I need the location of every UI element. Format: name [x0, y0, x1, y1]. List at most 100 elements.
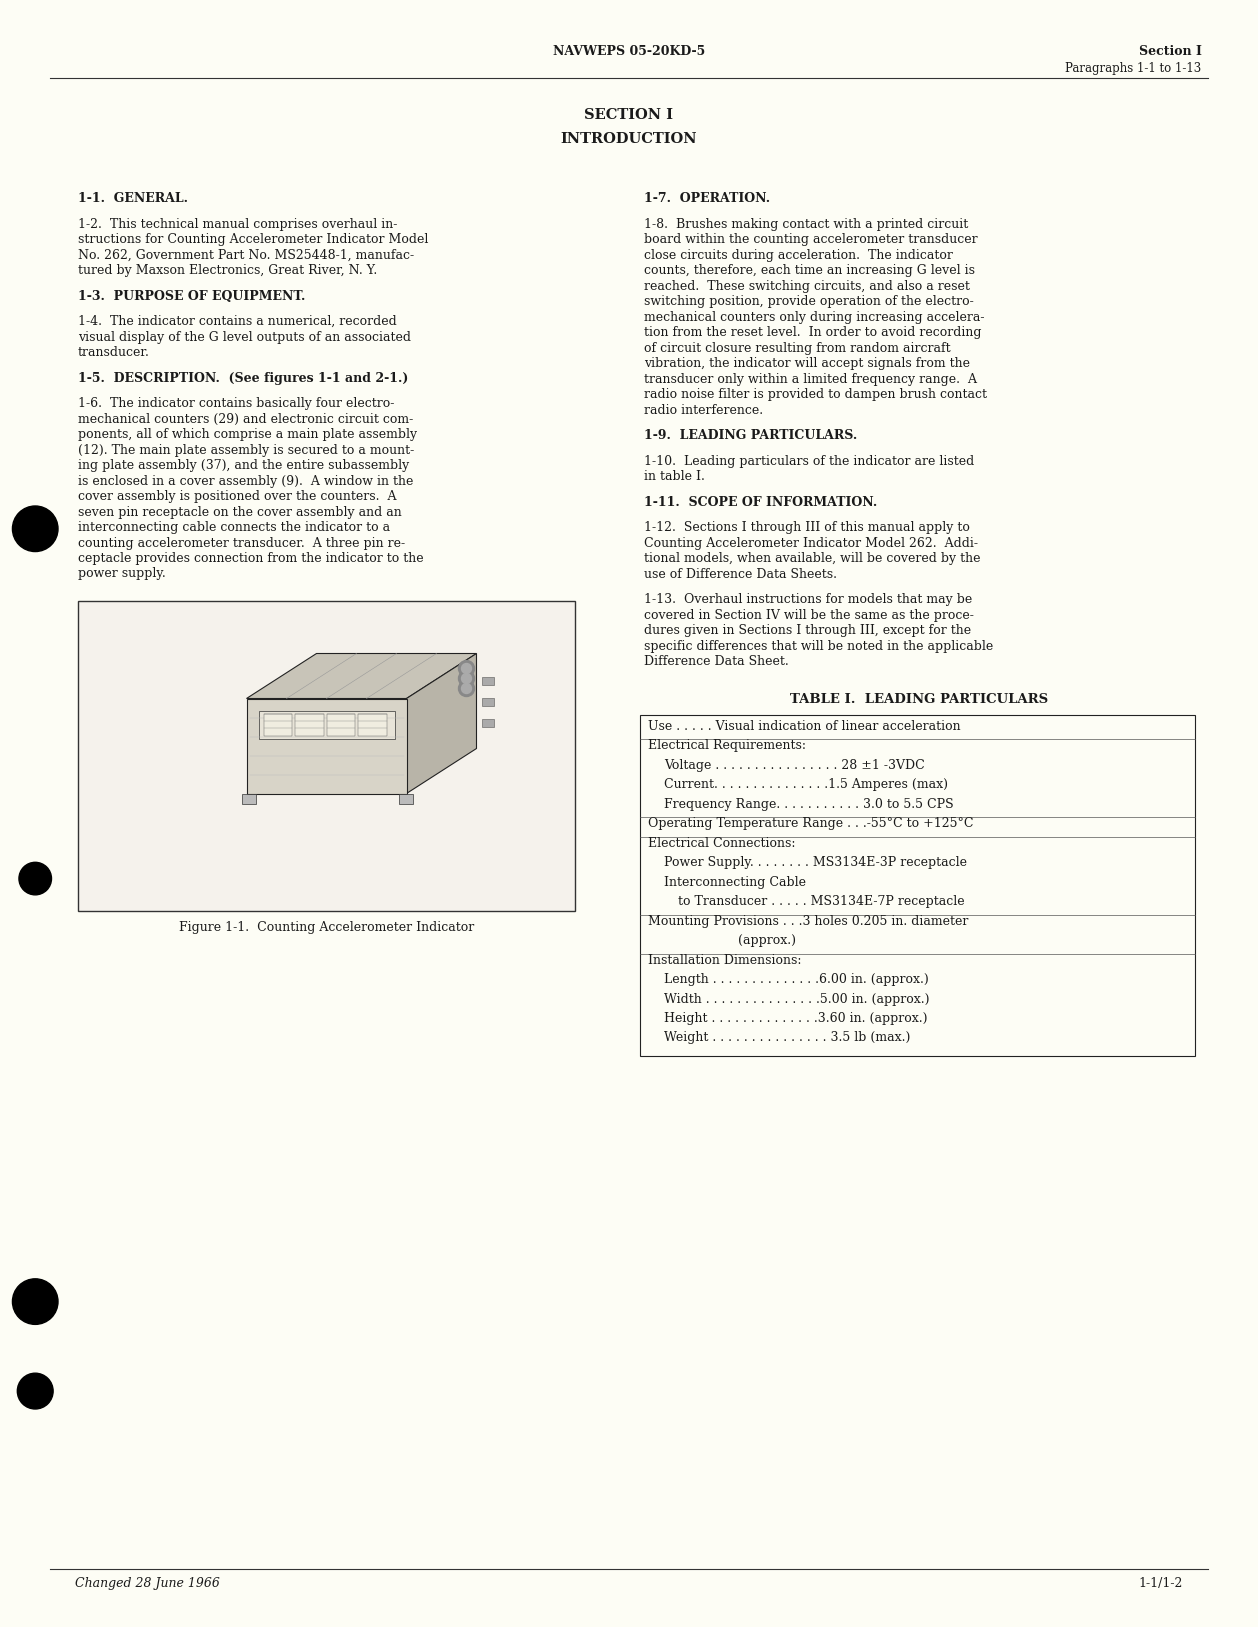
Bar — [78, 600, 575, 911]
Text: board within the counting accelerometer transducer: board within the counting accelerometer … — [644, 233, 977, 246]
Text: Operating Temperature Range . . .-55°C to +125°C: Operating Temperature Range . . .-55°C t… — [648, 817, 974, 830]
Bar — [482, 719, 493, 727]
Text: to Transducer . . . . . MS3134E-7P receptacle: to Transducer . . . . . MS3134E-7P recep… — [678, 895, 965, 908]
Text: 1-1.  GENERAL.: 1-1. GENERAL. — [78, 192, 187, 205]
Text: vibration, the indicator will accept signals from the: vibration, the indicator will accept sig… — [644, 356, 970, 369]
Text: 1-6.  The indicator contains basically four electro-: 1-6. The indicator contains basically fo… — [78, 397, 394, 410]
Circle shape — [458, 670, 474, 687]
Text: Length . . . . . . . . . . . . . .6.00 in. (approx.): Length . . . . . . . . . . . . . .6.00 i… — [664, 973, 928, 986]
Text: transducer only within a limited frequency range.  A: transducer only within a limited frequen… — [644, 373, 977, 386]
Text: Installation Dimensions:: Installation Dimensions: — [648, 953, 801, 966]
Text: seven pin receptacle on the cover assembly and an: seven pin receptacle on the cover assemb… — [78, 506, 401, 519]
Text: radio interference.: radio interference. — [644, 403, 764, 417]
Circle shape — [458, 680, 474, 696]
Text: Frequency Range. . . . . . . . . . . 3.0 to 5.5 CPS: Frequency Range. . . . . . . . . . . 3.0… — [664, 797, 954, 810]
Text: switching position, provide operation of the electro-: switching position, provide operation of… — [644, 294, 974, 308]
Text: (12). The main plate assembly is secured to a mount-: (12). The main plate assembly is secured… — [78, 444, 414, 457]
Text: 1-8.  Brushes making contact with a printed circuit: 1-8. Brushes making contact with a print… — [644, 218, 969, 231]
Bar — [640, 714, 1195, 1056]
Text: Difference Data Sheet.: Difference Data Sheet. — [644, 656, 789, 669]
Text: Figure 1-1.  Counting Accelerometer Indicator: Figure 1-1. Counting Accelerometer Indic… — [179, 921, 474, 934]
Text: 1-1/1-2: 1-1/1-2 — [1138, 1577, 1183, 1590]
Text: No. 262, Government Part No. MS25448-1, manufac-: No. 262, Government Part No. MS25448-1, … — [78, 249, 414, 262]
Text: structions for Counting Accelerometer Indicator Model: structions for Counting Accelerometer In… — [78, 233, 429, 246]
Text: Weight . . . . . . . . . . . . . . . 3.5 lb (max.): Weight . . . . . . . . . . . . . . . 3.5… — [664, 1032, 911, 1045]
Bar — [482, 677, 493, 685]
Text: TABLE I.  LEADING PARTICULARS: TABLE I. LEADING PARTICULARS — [790, 693, 1049, 706]
Circle shape — [13, 1279, 58, 1324]
Text: 1-4.  The indicator contains a numerical, recorded: 1-4. The indicator contains a numerical,… — [78, 316, 396, 329]
Text: ing plate assembly (37), and the entire subassembly: ing plate assembly (37), and the entire … — [78, 459, 409, 472]
Text: Power Supply. . . . . . . . MS3134E-3P receptacle: Power Supply. . . . . . . . MS3134E-3P r… — [664, 856, 967, 869]
Text: cover assembly is positioned over the counters.  A: cover assembly is positioned over the co… — [78, 490, 396, 503]
Text: radio noise filter is provided to dampen brush contact: radio noise filter is provided to dampen… — [644, 387, 988, 400]
Text: of circuit closure resulting from random aircraft: of circuit closure resulting from random… — [644, 342, 951, 355]
Text: counting accelerometer transducer.  A three pin re-: counting accelerometer transducer. A thr… — [78, 537, 405, 550]
Bar — [258, 711, 395, 739]
Bar — [482, 698, 493, 706]
Text: Height . . . . . . . . . . . . . .3.60 in. (approx.): Height . . . . . . . . . . . . . .3.60 i… — [664, 1012, 927, 1025]
Text: SECTION I: SECTION I — [585, 107, 673, 122]
Circle shape — [13, 506, 58, 552]
Text: Use . . . . . Visual indication of linear acceleration: Use . . . . . Visual indication of linea… — [648, 719, 961, 732]
Text: 1-10.  Leading particulars of the indicator are listed: 1-10. Leading particulars of the indicat… — [644, 454, 974, 467]
Bar — [359, 714, 386, 735]
Text: power supply.: power supply. — [78, 568, 166, 581]
Text: use of Difference Data Sheets.: use of Difference Data Sheets. — [644, 568, 837, 581]
Text: dures given in Sections I through III, except for the: dures given in Sections I through III, e… — [644, 625, 971, 638]
Text: Interconnecting Cable: Interconnecting Cable — [664, 875, 806, 888]
Text: ceptacle provides connection from the indicator to the: ceptacle provides connection from the in… — [78, 552, 424, 565]
Text: 1-11.  SCOPE OF INFORMATION.: 1-11. SCOPE OF INFORMATION. — [644, 496, 877, 509]
Text: close circuits during acceleration.  The indicator: close circuits during acceleration. The … — [644, 249, 952, 262]
Text: transducer.: transducer. — [78, 347, 150, 360]
Text: 1-12.  Sections I through III of this manual apply to: 1-12. Sections I through III of this man… — [644, 521, 970, 534]
Text: specific differences that will be noted in the applicable: specific differences that will be noted … — [644, 639, 994, 652]
Circle shape — [458, 661, 474, 677]
Circle shape — [462, 674, 472, 683]
Text: Width . . . . . . . . . . . . . . .5.00 in. (approx.): Width . . . . . . . . . . . . . . .5.00 … — [664, 992, 930, 1005]
Text: 1-5.  DESCRIPTION.  (See figures 1-1 and 2-1.): 1-5. DESCRIPTION. (See figures 1-1 and 2… — [78, 371, 409, 384]
Text: 1-7.  OPERATION.: 1-7. OPERATION. — [644, 192, 770, 205]
Text: 1-2.  This technical manual comprises overhaul in-: 1-2. This technical manual comprises ove… — [78, 218, 398, 231]
Text: 1-9.  LEADING PARTICULARS.: 1-9. LEADING PARTICULARS. — [644, 430, 857, 443]
Text: covered in Section IV will be the same as the proce-: covered in Section IV will be the same a… — [644, 608, 974, 622]
Text: visual display of the G level outputs of an associated: visual display of the G level outputs of… — [78, 330, 411, 343]
Text: Section I: Section I — [1138, 46, 1201, 59]
Text: tion from the reset level.  In order to avoid recording: tion from the reset level. In order to a… — [644, 325, 981, 338]
Text: Current. . . . . . . . . . . . . . .1.5 Amperes (max): Current. . . . . . . . . . . . . . .1.5 … — [664, 778, 949, 791]
Circle shape — [18, 1373, 53, 1409]
Bar — [294, 714, 323, 735]
Text: tional models, when available, will be covered by the: tional models, when available, will be c… — [644, 552, 980, 565]
Text: mechanical counters only during increasing accelera-: mechanical counters only during increasi… — [644, 311, 985, 324]
Text: interconnecting cable connects the indicator to a: interconnecting cable connects the indic… — [78, 521, 390, 534]
Polygon shape — [247, 654, 477, 698]
Circle shape — [462, 683, 472, 693]
Polygon shape — [406, 654, 477, 794]
Text: tured by Maxson Electronics, Great River, N. Y.: tured by Maxson Electronics, Great River… — [78, 264, 377, 277]
Text: NAVWEPS 05-20KD-5: NAVWEPS 05-20KD-5 — [552, 46, 706, 59]
Text: Electrical Requirements:: Electrical Requirements: — [648, 739, 806, 752]
Text: reached.  These switching circuits, and also a reset: reached. These switching circuits, and a… — [644, 280, 970, 293]
Text: mechanical counters (29) and electronic circuit com-: mechanical counters (29) and electronic … — [78, 413, 413, 426]
Bar — [327, 714, 355, 735]
Text: counts, therefore, each time an increasing G level is: counts, therefore, each time an increasi… — [644, 264, 975, 277]
Bar — [242, 794, 255, 804]
Text: Electrical Connections:: Electrical Connections: — [648, 836, 795, 849]
Text: INTRODUCTION: INTRODUCTION — [561, 132, 697, 146]
Text: in table I.: in table I. — [644, 470, 704, 483]
Text: Paragraphs 1-1 to 1-13: Paragraphs 1-1 to 1-13 — [1066, 62, 1201, 75]
Bar — [247, 698, 406, 794]
Text: (approx.): (approx.) — [738, 934, 796, 947]
Bar — [263, 714, 292, 735]
Text: Changed 28 June 1966: Changed 28 June 1966 — [75, 1577, 220, 1590]
Text: 1-3.  PURPOSE OF EQUIPMENT.: 1-3. PURPOSE OF EQUIPMENT. — [78, 290, 306, 303]
Text: ponents, all of which comprise a main plate assembly: ponents, all of which comprise a main pl… — [78, 428, 418, 441]
Bar — [399, 794, 413, 804]
Text: is enclosed in a cover assembly (9).  A window in the: is enclosed in a cover assembly (9). A w… — [78, 475, 414, 488]
Text: Mounting Provisions . . .3 holes 0.205 in. diameter: Mounting Provisions . . .3 holes 0.205 i… — [648, 914, 969, 927]
Text: Counting Accelerometer Indicator Model 262.  Addi-: Counting Accelerometer Indicator Model 2… — [644, 537, 977, 550]
Text: Voltage . . . . . . . . . . . . . . . . 28 ±1 -3VDC: Voltage . . . . . . . . . . . . . . . . … — [664, 758, 925, 771]
Circle shape — [19, 862, 52, 895]
Text: 1-13.  Overhaul instructions for models that may be: 1-13. Overhaul instructions for models t… — [644, 592, 972, 605]
Circle shape — [462, 664, 472, 674]
